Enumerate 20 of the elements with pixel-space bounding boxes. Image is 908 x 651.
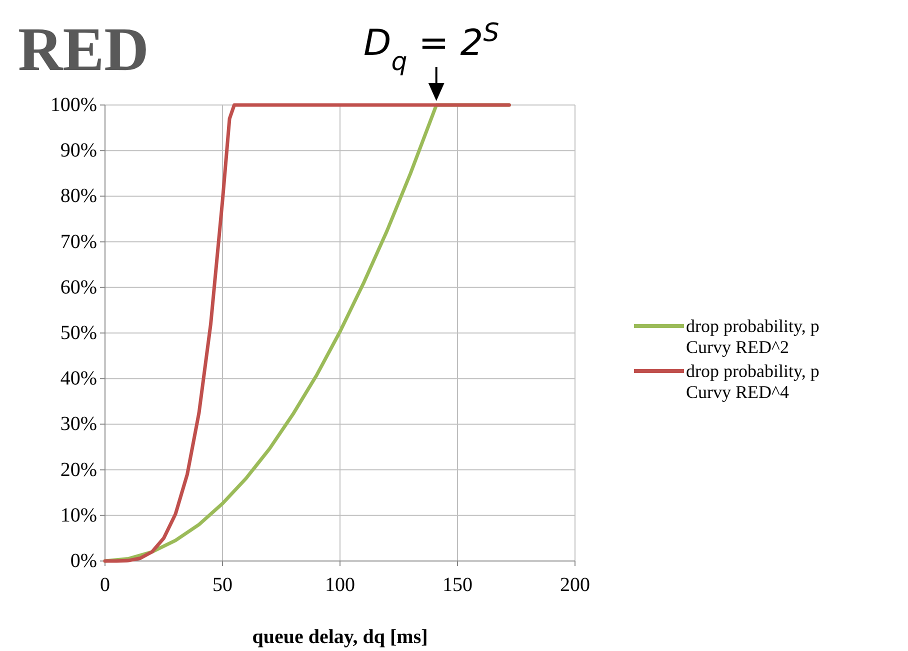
x-tick-label: 200 xyxy=(560,574,590,596)
annotation: D$_{q}$ = 2$^{S}$ xyxy=(364,18,500,76)
x-tick-label: 0 xyxy=(100,574,110,596)
y-tick-label: 70% xyxy=(60,230,97,253)
x-tick-label: 150 xyxy=(442,574,472,596)
legend-label: drop probability, p Curvy RED^4 xyxy=(686,361,820,402)
chart-title: RED xyxy=(18,16,149,84)
y-tick-label: 60% xyxy=(60,276,97,298)
y-tick-label: 50% xyxy=(60,322,97,344)
y-tick-label: 0% xyxy=(70,550,97,572)
y-tick-label: 20% xyxy=(60,458,97,481)
y-tick-label: 100% xyxy=(50,94,97,116)
x-tick-label: 100 xyxy=(325,574,355,596)
y-tick-label: 40% xyxy=(60,368,97,390)
y-tick-label: 80% xyxy=(60,185,97,208)
x-tick-label: 50 xyxy=(212,574,232,596)
y-tick-label: 90% xyxy=(60,140,97,162)
x-axis-title: queue delay, dq [ms] xyxy=(252,626,428,648)
y-tick-label: 10% xyxy=(60,504,97,526)
y-tick-label: 30% xyxy=(60,413,97,436)
